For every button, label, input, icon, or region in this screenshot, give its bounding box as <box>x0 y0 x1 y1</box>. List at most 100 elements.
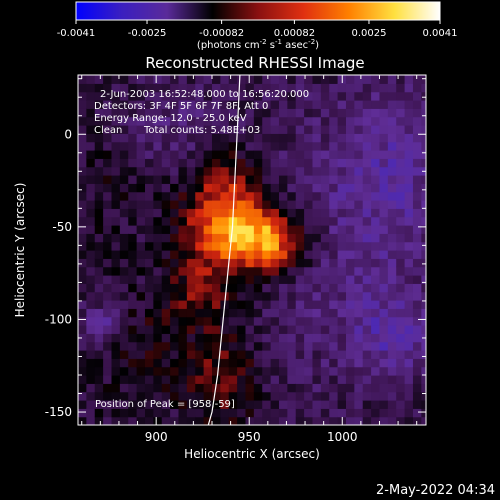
heatmap-cell <box>111 141 121 151</box>
heatmap-cell <box>404 300 414 309</box>
heatmap-cell <box>103 266 113 276</box>
heatmap-cell <box>170 366 180 376</box>
heatmap-cell <box>295 308 305 318</box>
heatmap-cell <box>287 350 297 359</box>
heatmap-cell <box>245 333 255 343</box>
heatmap-cell <box>237 241 247 251</box>
heatmap-cell <box>119 308 129 318</box>
heatmap-cell <box>371 100 381 109</box>
heatmap-cell <box>412 125 422 134</box>
heatmap-cell <box>237 283 247 293</box>
heatmap-cell <box>329 300 339 309</box>
heatmap-cell <box>136 316 146 326</box>
heatmap-cell <box>270 208 280 218</box>
heatmap-cell <box>94 241 104 251</box>
heatmap-cell <box>345 266 355 276</box>
heatmap-cell <box>278 250 288 259</box>
heatmap-cell <box>362 200 372 209</box>
heatmap-cell <box>404 141 414 151</box>
heatmap-cell <box>153 350 163 359</box>
heatmap-cell <box>136 208 146 218</box>
heatmap-cell <box>128 325 138 334</box>
heatmap-cell <box>245 125 255 134</box>
heatmap-cell <box>111 341 121 351</box>
heatmap-cell <box>312 308 322 318</box>
heatmap-cell <box>320 400 330 409</box>
heatmap-cell <box>203 116 213 126</box>
heatmap-cell <box>421 191 426 201</box>
heatmap-cell <box>128 358 138 368</box>
heatmap-cell <box>404 175 414 184</box>
heatmap-cell <box>396 408 406 418</box>
heatmap-cell <box>78 200 87 209</box>
heatmap-cell <box>103 258 113 268</box>
heatmap-cell <box>203 275 213 284</box>
heatmap-cell <box>412 341 422 351</box>
heatmap-cell <box>354 275 364 284</box>
heatmap-cell <box>421 116 426 126</box>
heatmap-cell <box>128 166 138 176</box>
heatmap-cell <box>220 91 230 101</box>
heatmap-cell <box>153 400 163 409</box>
heatmap-cell <box>262 291 272 301</box>
heatmap-cell <box>103 108 113 118</box>
heatmap-cell <box>270 150 280 159</box>
heatmap-cell <box>111 333 121 343</box>
heatmap-cell <box>287 416 297 425</box>
heatmap-cell <box>128 100 138 109</box>
heatmap-cell <box>253 250 263 259</box>
heatmap-cell <box>287 150 297 159</box>
heatmap-cell <box>295 266 305 276</box>
heatmap-cell <box>211 416 221 425</box>
heatmap-cell <box>345 125 355 134</box>
heatmap-cell <box>345 225 355 234</box>
heatmap-cell <box>404 108 414 118</box>
heatmap-cell <box>220 391 230 401</box>
heatmap-cell <box>153 266 163 276</box>
heatmap-cell <box>345 100 355 109</box>
heatmap-cell <box>421 108 426 118</box>
heatmap-cell <box>186 166 196 176</box>
heatmap-cell <box>111 216 121 226</box>
heatmap-cell <box>144 166 154 176</box>
heatmap-cell <box>119 233 129 243</box>
heatmap-cell <box>345 383 355 393</box>
heatmap-cell <box>237 266 247 276</box>
heatmap-cell <box>262 375 272 384</box>
heatmap-cell <box>262 150 272 159</box>
heatmap-cell <box>404 225 414 234</box>
heatmap-cell <box>421 100 426 109</box>
heatmap-cell <box>253 266 263 276</box>
heatmap-cell <box>144 233 154 243</box>
heatmap-cell <box>278 391 288 401</box>
heatmap-cell <box>270 416 280 425</box>
heatmap-cell <box>136 150 146 159</box>
heatmap-cell <box>195 275 205 284</box>
heatmap-cell <box>211 325 221 334</box>
heatmap-cell <box>78 375 87 384</box>
heatmap-cell <box>94 100 104 109</box>
heatmap-cell <box>94 400 104 409</box>
heatmap-cell <box>345 416 355 425</box>
heatmap-cell <box>119 250 129 259</box>
heatmap-cell <box>295 300 305 309</box>
heatmap-cell <box>362 383 372 393</box>
heatmap-cell <box>119 83 129 93</box>
heatmap-cell <box>253 241 263 251</box>
heatmap-cell <box>287 91 297 101</box>
heatmap-cell <box>404 416 414 425</box>
heatmap-cell <box>278 241 288 251</box>
heatmap-cell <box>203 225 213 234</box>
heatmap-cell <box>312 241 322 251</box>
heatmap-cell <box>387 166 397 176</box>
heatmap-cell <box>371 308 381 318</box>
heatmap-cell <box>278 191 288 201</box>
heatmap-cell <box>345 375 355 384</box>
heatmap-cell <box>345 325 355 334</box>
heatmap-cell <box>287 358 297 368</box>
heatmap-cell <box>161 150 171 159</box>
heatmap-cell <box>103 216 113 226</box>
heatmap-cell <box>237 275 247 284</box>
heatmap-cell <box>345 358 355 368</box>
heatmap-cell <box>211 183 221 193</box>
